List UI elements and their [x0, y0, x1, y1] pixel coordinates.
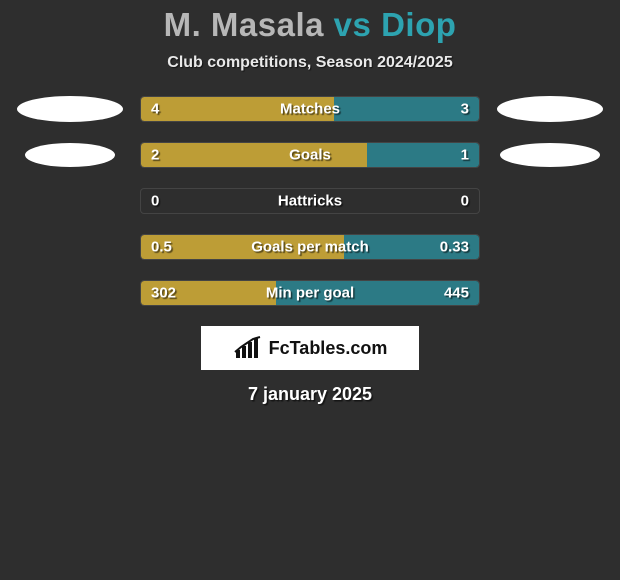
chart-icon [233, 336, 263, 360]
title-vs: vs [334, 6, 372, 43]
right-oval-slot [480, 96, 620, 122]
stat-left-value: 2 [151, 147, 159, 164]
title-player1: M. Masala [164, 6, 324, 43]
logo-box[interactable]: FcTables.com [201, 326, 419, 370]
left-oval-slot [0, 143, 140, 167]
stat-left-value: 302 [151, 285, 176, 302]
page-title: M. Masala vs Diop [0, 6, 620, 44]
stat-row: 302 Min per goal 445 [0, 280, 620, 306]
left-oval-slot [0, 96, 140, 122]
player2-oval-icon [497, 96, 603, 122]
stat-bar: 0 Hattricks 0 [140, 188, 480, 214]
bar-right-fill [334, 97, 479, 121]
player1-oval-icon [25, 143, 115, 167]
date-text: 7 january 2025 [0, 384, 620, 405]
stat-label: Goals per match [251, 239, 369, 256]
stat-left-value: 0.5 [151, 239, 172, 256]
comparison-widget: M. Masala vs Diop Club competitions, Sea… [0, 0, 620, 405]
right-oval-slot [480, 143, 620, 167]
stat-left-value: 0 [151, 193, 159, 210]
subtitle: Club competitions, Season 2024/2025 [0, 54, 620, 72]
stat-right-value: 3 [461, 101, 469, 118]
stat-row: 4 Matches 3 [0, 96, 620, 122]
stat-bar: 0.5 Goals per match 0.33 [140, 234, 480, 260]
stat-row: 2 Goals 1 [0, 142, 620, 168]
stat-right-value: 0 [461, 193, 469, 210]
stat-label: Hattricks [278, 193, 342, 210]
stat-right-value: 445 [444, 285, 469, 302]
bar-left-fill [141, 143, 367, 167]
stats-rows: 4 Matches 3 2 Goals 1 [0, 96, 620, 306]
stat-label: Min per goal [266, 285, 354, 302]
stat-bar: 4 Matches 3 [140, 96, 480, 122]
stat-row: 0.5 Goals per match 0.33 [0, 234, 620, 260]
stat-bar: 302 Min per goal 445 [140, 280, 480, 306]
stat-row: 0 Hattricks 0 [0, 188, 620, 214]
stat-label: Matches [280, 101, 340, 118]
stat-label: Goals [289, 147, 331, 164]
logo-text: FcTables.com [269, 338, 388, 359]
player1-oval-icon [17, 96, 123, 122]
player2-oval-icon [500, 143, 600, 167]
stat-right-value: 0.33 [440, 239, 469, 256]
stat-bar: 2 Goals 1 [140, 142, 480, 168]
stat-left-value: 4 [151, 101, 159, 118]
stat-right-value: 1 [461, 147, 469, 164]
title-player2: Diop [381, 6, 456, 43]
